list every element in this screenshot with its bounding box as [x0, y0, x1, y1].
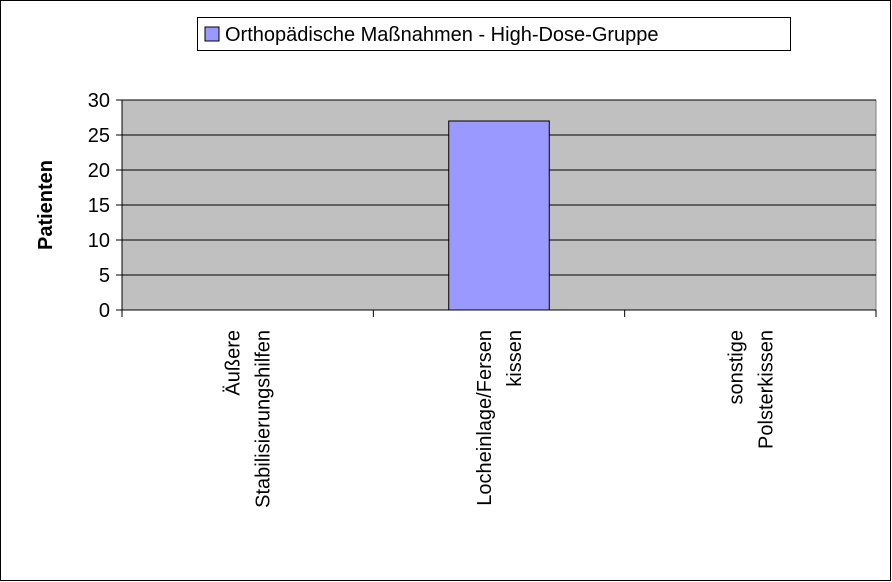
x-tick-label: sonstige Polsterkissen [725, 330, 777, 455]
legend [197, 17, 791, 51]
y-tick-label: 10 [88, 230, 110, 252]
y-tick-label: 30 [88, 90, 110, 112]
y-axis-label: Patienten [35, 160, 57, 250]
y-tick-label: 0 [99, 300, 110, 322]
y-tick-label: 25 [88, 125, 110, 147]
x-tick-label: Äußere Stabilisierungshilfen [223, 330, 275, 513]
legend-swatch [204, 26, 220, 42]
y-tick-label: 15 [88, 195, 110, 217]
y-tick-label: 5 [99, 265, 110, 287]
legend-label: Orthopädische Maßnahmen - High-Dose-Grup… [225, 24, 659, 46]
y-tick-label: 20 [88, 160, 110, 182]
bar [448, 120, 550, 311]
x-tick-label: Locheinlage/Fersen kissen [474, 330, 526, 506]
